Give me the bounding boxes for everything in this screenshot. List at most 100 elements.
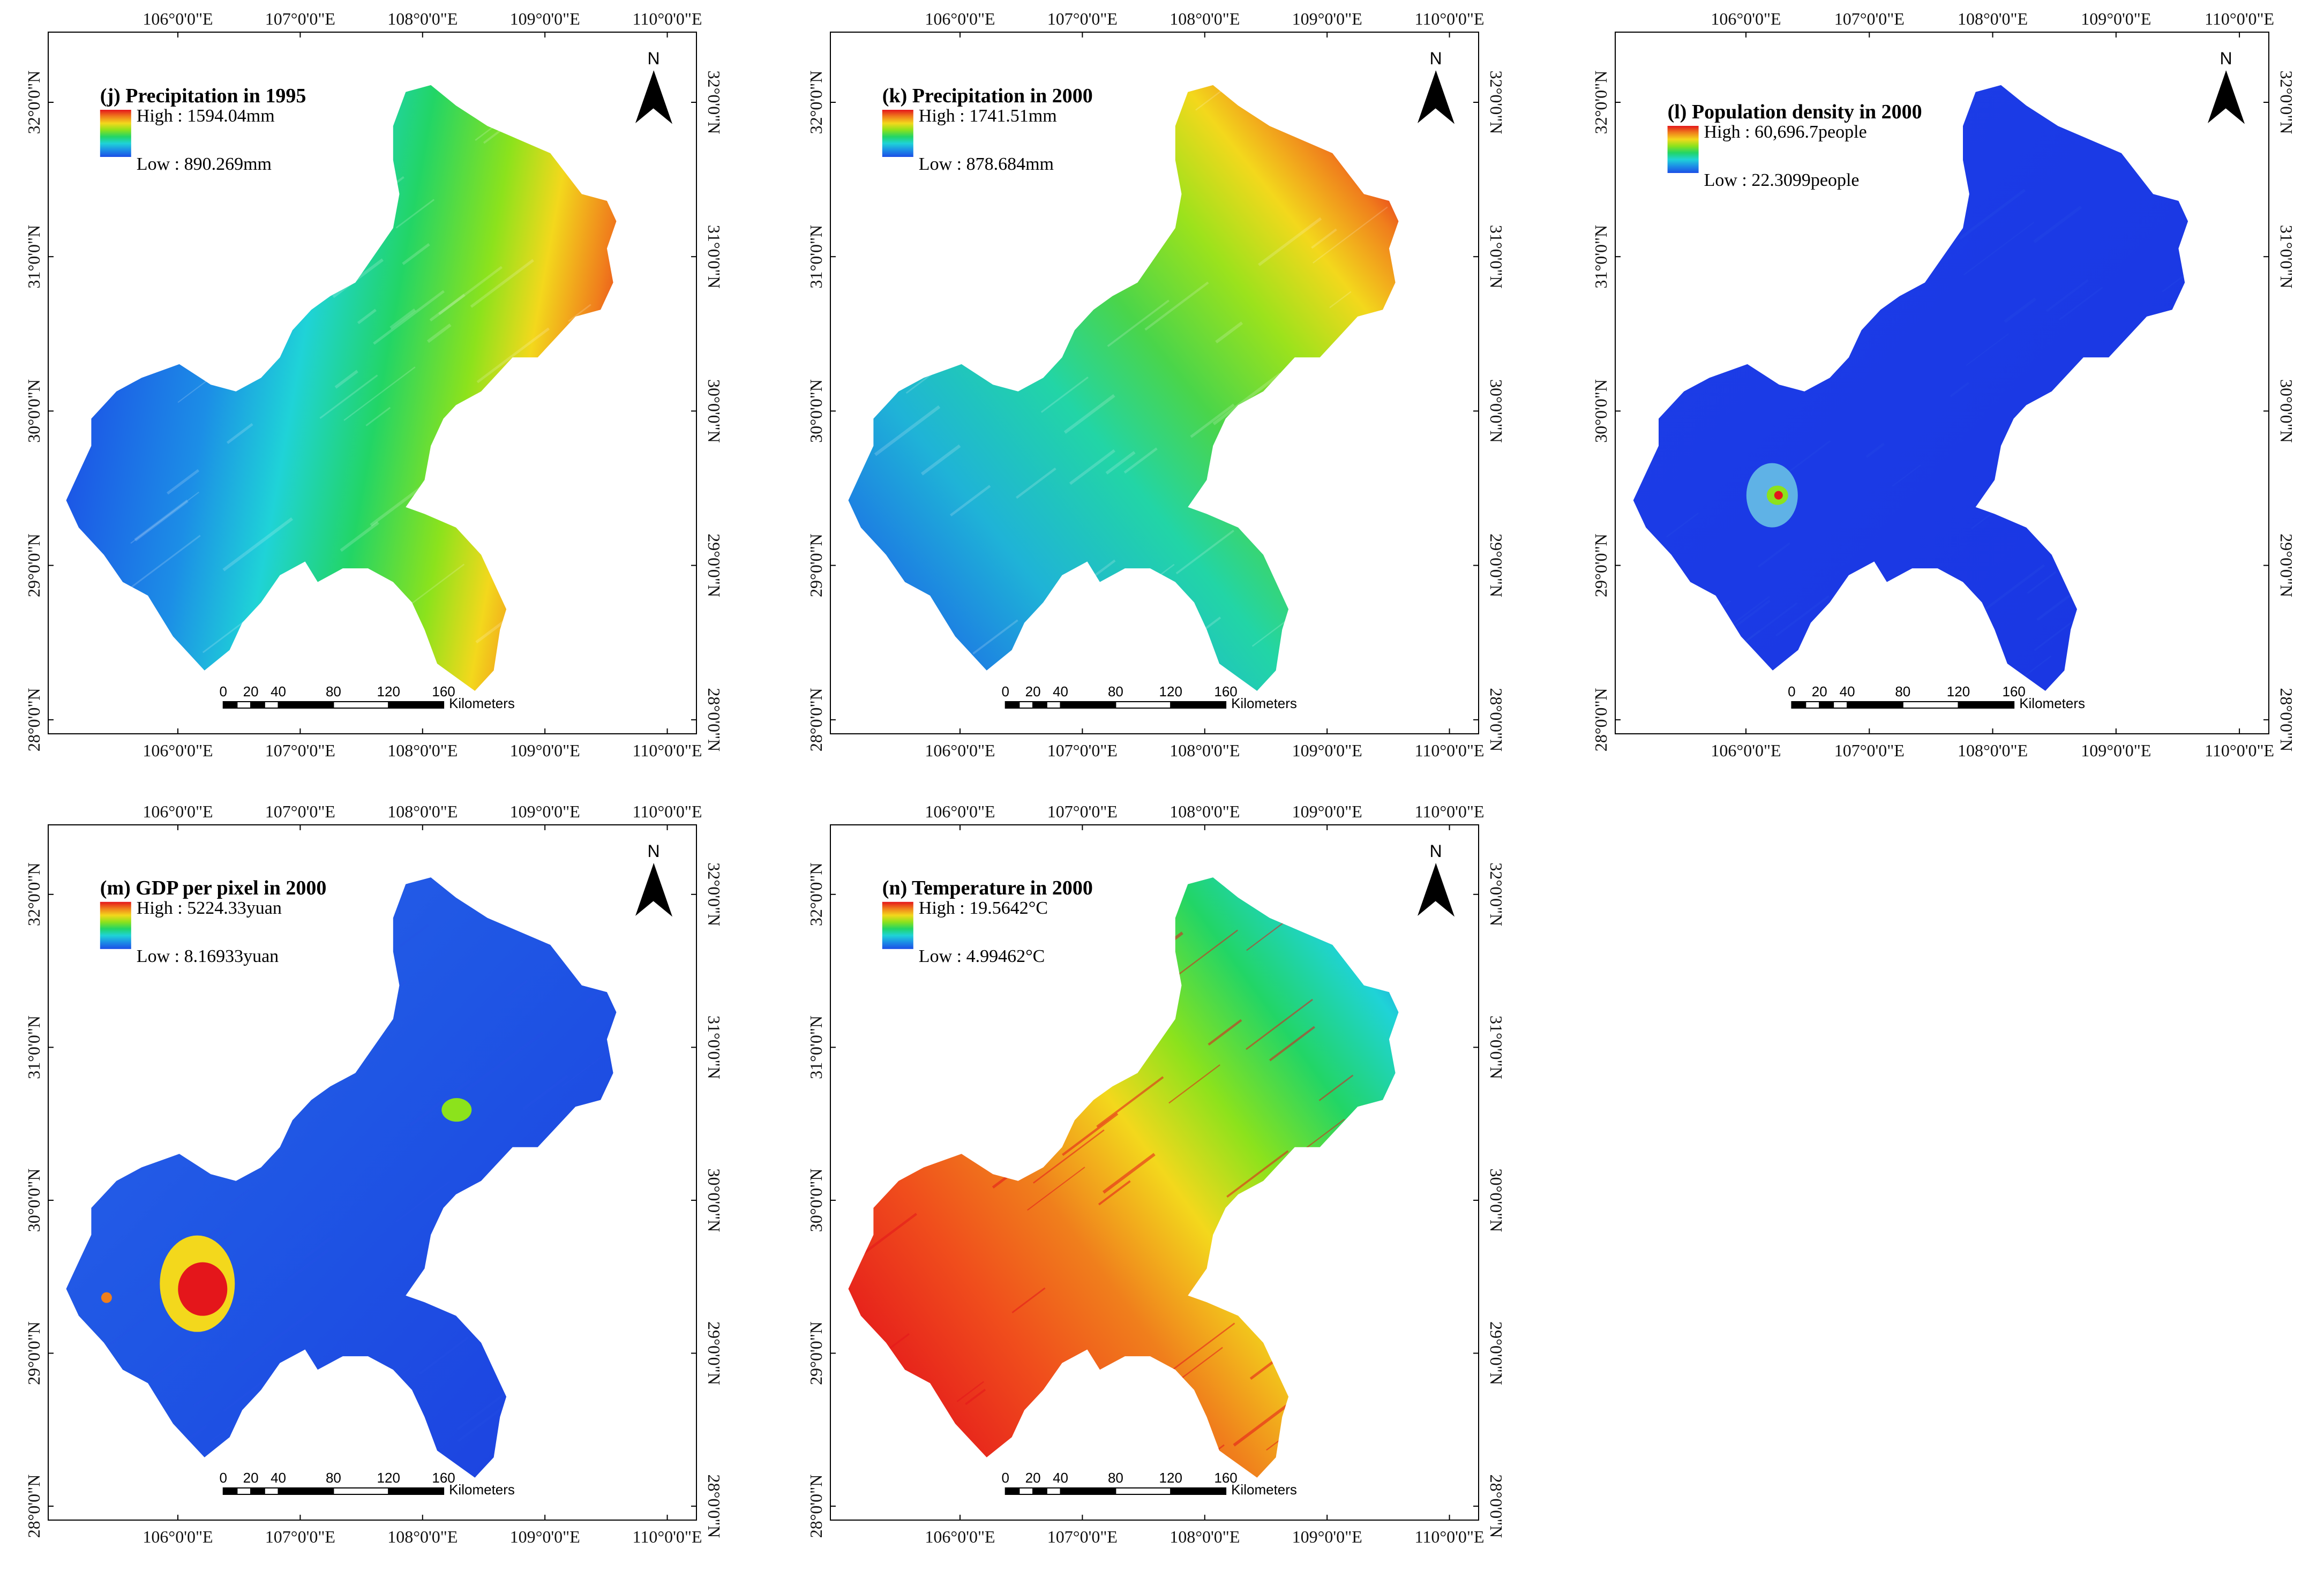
panel-title: (m) GDP per pixel in 2000	[100, 877, 327, 899]
lon-label-top: 109°0'0"E	[510, 802, 580, 821]
lon-label-top: 110°0'0"E	[633, 9, 702, 28]
scale-tick-label: 0	[1001, 683, 1009, 700]
lon-label-top: 108°0'0"E	[1958, 9, 2028, 28]
lon-label-top: 106°0'0"E	[143, 802, 213, 821]
scale-tick-label: 0	[1788, 683, 1795, 700]
lon-label-bottom: 108°0'0"E	[1170, 1527, 1240, 1546]
legend-high: High : 5224.33yuan	[137, 898, 282, 918]
scale-tick-label: 40	[271, 683, 286, 700]
lon-label-bottom: 110°0'0"E	[633, 1527, 702, 1546]
lon-label-bottom: 109°0'0"E	[1292, 741, 1362, 760]
lat-label-right: 29°0'0"N	[1487, 1321, 1506, 1385]
lon-label-bottom: 108°0'0"E	[387, 741, 458, 760]
lon-label-bottom: 106°0'0"E	[143, 1527, 213, 1546]
scale-tick-label: 120	[377, 1470, 400, 1486]
lon-label-top: 110°0'0"E	[1415, 802, 1485, 821]
scale-tick-label: 20	[1812, 683, 1827, 700]
scale-tick-label: 120	[377, 683, 400, 700]
panel-title: (j) Precipitation in 1995	[100, 85, 306, 107]
scale-tick-label: 160	[1214, 683, 1237, 700]
lat-label-left: 28°0'0"N	[24, 688, 43, 751]
lat-label-left: 29°0'0"N	[806, 1321, 826, 1385]
lat-label-right: 32°0'0"N	[704, 71, 724, 134]
lon-label-top: 106°0'0"E	[143, 9, 213, 28]
scale-tick-label: 0	[219, 1470, 227, 1486]
lat-label-right: 32°0'0"N	[704, 862, 724, 926]
lon-label-bottom: 108°0'0"E	[1170, 741, 1240, 760]
lat-label-right: 32°0'0"N	[1487, 862, 1506, 926]
legend-colorbar	[1667, 126, 1699, 173]
lat-label-right: 32°0'0"N	[2277, 71, 2296, 134]
legend-high: High : 60,696.7people	[1704, 122, 1867, 142]
region-raster	[1633, 85, 2188, 691]
urban-hotspot-core	[178, 1262, 228, 1316]
scale-tick-label: 80	[326, 1470, 341, 1486]
map-panel-m: 106°0'0"E 106°0'0"E 107°0'0"E 107°0'0"E 108°…	[0, 793, 745, 1579]
lat-label-left: 31°0'0"N	[24, 1016, 43, 1079]
lat-label-left: 30°0'0"N	[806, 379, 826, 443]
lat-label-left: 28°0'0"N	[1591, 688, 1610, 751]
north-label: N	[1429, 841, 1442, 861]
map-svg-m: 106°0'0"E 106°0'0"E 107°0'0"E 107°0'0"E 108°…	[24, 802, 724, 1546]
lat-label-left: 32°0'0"N	[806, 71, 826, 134]
north-arrow-icon	[635, 863, 673, 917]
lat-label-right: 31°0'0"N	[2277, 225, 2296, 289]
legend-low: Low : 890.269mm	[137, 154, 272, 174]
lat-label-right: 30°0'0"N	[2277, 379, 2296, 443]
lon-label-top: 107°0'0"E	[265, 802, 335, 821]
scale-tick-label: 160	[432, 683, 455, 700]
lat-label-left: 28°0'0"N	[24, 1475, 43, 1538]
north-arrow-icon	[1418, 70, 1455, 124]
lon-label-top: 110°0'0"E	[2205, 9, 2274, 28]
lon-label-bottom: 109°0'0"E	[2081, 741, 2151, 760]
lat-label-right: 28°0'0"N	[704, 688, 724, 751]
north-label: N	[647, 841, 659, 861]
north-label: N	[2220, 49, 2232, 68]
lon-label-top: 108°0'0"E	[1170, 802, 1240, 821]
lon-label-top: 107°0'0"E	[1047, 802, 1118, 821]
scale-unit: Kilometers	[2019, 695, 2085, 711]
lon-label-top: 110°0'0"E	[633, 802, 702, 821]
lon-label-top: 109°0'0"E	[1292, 802, 1362, 821]
legend-low: Low : 878.684mm	[919, 154, 1054, 174]
scale-tick-label: 40	[271, 1470, 286, 1486]
lon-label-bottom: 107°0'0"E	[1047, 1527, 1118, 1546]
lat-label-left: 30°0'0"N	[1591, 379, 1610, 443]
lon-label-bottom: 110°0'0"E	[1415, 1527, 1485, 1546]
scale-unit: Kilometers	[1231, 695, 1297, 711]
legend-colorbar	[882, 110, 913, 157]
lat-label-right: 32°0'0"N	[1487, 71, 1506, 134]
scale-tick-label: 160	[2003, 683, 2026, 700]
north-arrow-icon	[1418, 863, 1455, 917]
lat-label-left: 30°0'0"N	[806, 1169, 826, 1232]
lat-label-left: 31°0'0"N	[24, 225, 43, 289]
lat-label-right: 29°0'0"N	[704, 1321, 724, 1385]
panel-title: (n) Temperature in 2000	[882, 877, 1093, 899]
scale-tick-label: 0	[1001, 1470, 1009, 1486]
lon-label-top: 106°0'0"E	[1711, 9, 1781, 28]
north-arrow-icon	[635, 70, 673, 124]
lat-label-left: 32°0'0"N	[24, 71, 43, 134]
north-arrow-icon	[2208, 70, 2245, 124]
scale-tick-label: 120	[1159, 683, 1182, 700]
lon-label-top: 107°0'0"E	[1834, 9, 1905, 28]
region-raster	[848, 85, 1399, 691]
lat-label-right: 30°0'0"N	[704, 379, 724, 443]
lon-label-top: 107°0'0"E	[1047, 9, 1118, 28]
scale-tick-label: 20	[243, 683, 259, 700]
scale-tick-label: 80	[1895, 683, 1910, 700]
north-label: N	[647, 49, 659, 68]
lat-label-left: 31°0'0"N	[806, 225, 826, 289]
legend-high: High : 19.5642°C	[919, 898, 1048, 918]
scale-tick-label: 40	[1053, 1470, 1068, 1486]
lon-label-top: 109°0'0"E	[510, 9, 580, 28]
legend-colorbar	[100, 901, 131, 949]
lon-label-top: 107°0'0"E	[265, 9, 335, 28]
panel-title: (k) Precipitation in 2000	[882, 85, 1093, 107]
scale-tick-label: 160	[432, 1470, 455, 1486]
lat-label-right: 29°0'0"N	[1487, 533, 1506, 597]
lat-label-left: 30°0'0"N	[24, 379, 43, 443]
lon-label-top: 109°0'0"E	[2081, 9, 2151, 28]
scale-tick-label: 80	[326, 683, 341, 700]
